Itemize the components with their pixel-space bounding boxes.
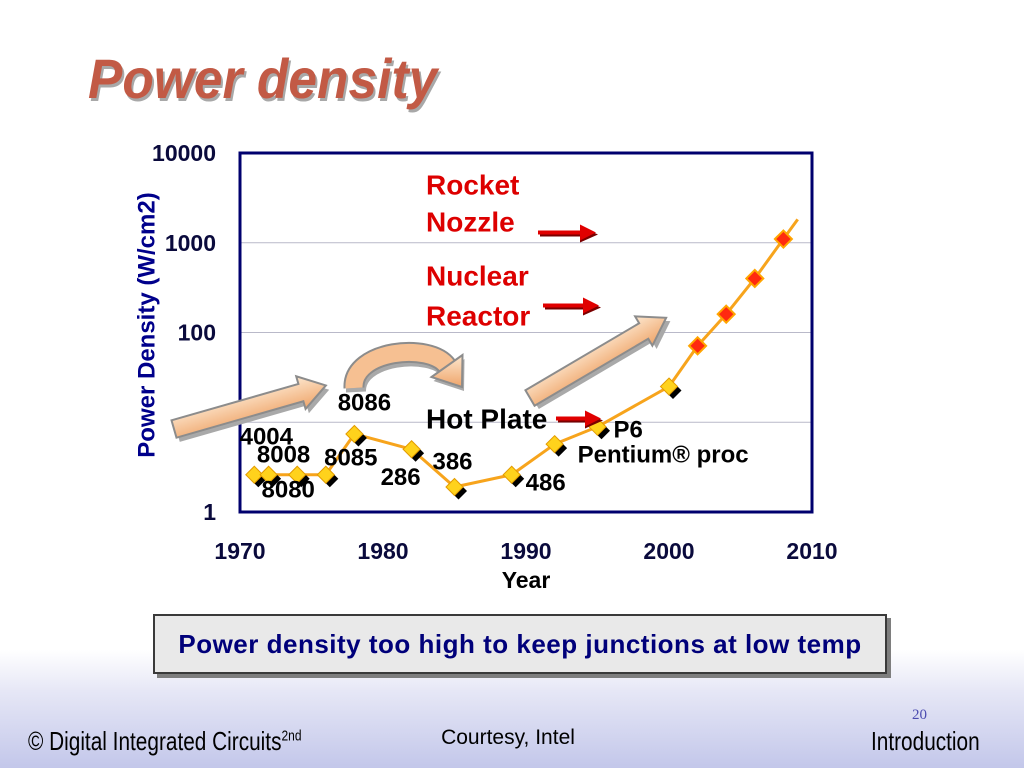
reference-arrow-icon [538, 224, 598, 243]
point-label: 286 [381, 464, 421, 491]
reference-label-rocket: Rocket [426, 170, 519, 201]
data-point [687, 335, 708, 356]
data-point [659, 377, 679, 396]
point-label: Pentium® proc [578, 442, 749, 469]
reference-arrows [538, 224, 603, 429]
chart-border [238, 151, 814, 514]
rising-arrow-icon [524, 315, 671, 410]
data-point [502, 465, 521, 484]
point-label: 386 [432, 448, 472, 475]
callout-box: Power density too high to keep junctions… [153, 614, 887, 674]
reference-label-reactor: Reactor [426, 301, 530, 332]
data-point [545, 434, 564, 454]
x-tick-label: 2000 [643, 538, 694, 564]
data-point [773, 229, 794, 249]
point-label: P6 [614, 416, 643, 443]
x-axis-title: Year [502, 567, 551, 593]
axis-ticks: 11010010001000019701980199020002010 [152, 140, 838, 564]
point-label: 4004 [240, 423, 294, 450]
y-tick-label: 10000 [152, 140, 216, 166]
data-point [402, 440, 421, 459]
point-label: 8080 [262, 476, 315, 503]
data-point [744, 268, 765, 289]
footer-section: Introduction [871, 726, 980, 756]
y-tick-label: 100 [178, 320, 216, 346]
series-line [254, 218, 799, 489]
reference-label-hot-plate: Hot Plate [426, 404, 547, 435]
gridlines [240, 242, 812, 423]
page-number: 20 [912, 707, 927, 723]
y-tick-label: 1 [203, 499, 216, 525]
x-tick-label: 2010 [786, 538, 837, 564]
y-tick-label: 1000 [165, 230, 216, 256]
reference-arrow-icon [543, 297, 601, 316]
reference-arrow-icon [556, 410, 603, 429]
data-series [245, 218, 799, 500]
curved-arrow-icon [343, 341, 465, 393]
callout-text: Power density too high to keep junctions… [178, 628, 862, 659]
data-point [245, 465, 264, 484]
rising-arrow-icon [170, 374, 330, 442]
y-axis-title: Power Density (W/cm2) [134, 192, 161, 457]
point-label: 486 [526, 469, 566, 496]
data-point [445, 477, 464, 497]
point-label: 8008 [257, 441, 310, 468]
data-point [287, 465, 307, 484]
reference-label-nozzle: Nozzle [426, 207, 515, 238]
footer-credit: Courtesy, Intel [441, 726, 575, 749]
data-point [345, 424, 364, 444]
point-label: 8086 [338, 389, 391, 416]
x-tick-label: 1990 [500, 538, 551, 564]
x-tick-label: 1980 [357, 538, 408, 564]
reference-label-nuclear: Nuclear [426, 261, 529, 292]
point-label: 8085 [324, 444, 377, 471]
footer-copyright: © Digital Integrated Circuits2nd [28, 728, 302, 754]
footer-copyright-text: © Digital Integrated Circuits [28, 726, 282, 756]
data-point [259, 465, 278, 484]
x-tick-label: 1970 [214, 538, 265, 564]
footer-edition: 2nd [281, 727, 302, 745]
page-title: Power density [88, 47, 438, 110]
data-point [316, 465, 336, 484]
data-point [716, 304, 737, 325]
